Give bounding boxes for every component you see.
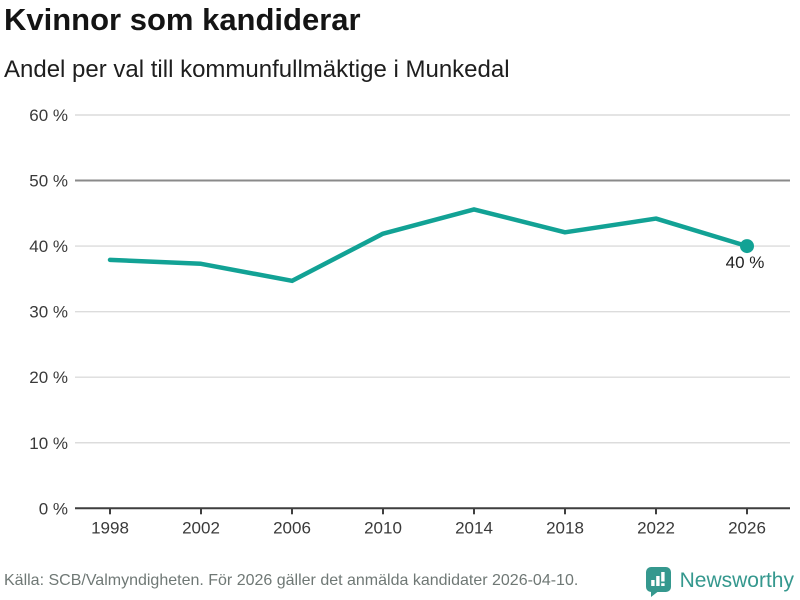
y-tick-label: 20 % [29,368,68,387]
y-tick-label: 50 % [29,172,68,191]
x-tick-label: 2022 [637,518,675,537]
y-tick-label: 10 % [29,434,68,453]
y-tick-label: 40 % [29,237,68,256]
newsworthy-speech-bubble-icon [645,566,671,597]
x-tick-label: 2026 [728,518,766,537]
y-tick-label: 0 % [39,499,68,518]
end-point-label: 40 % [726,253,765,272]
x-tick-label: 2010 [364,518,402,537]
y-tick-label: 60 % [29,106,68,125]
x-tick-label: 2002 [182,518,220,537]
chart-subtitle: Andel per val till kommunfullmäktige i M… [4,56,510,83]
source-note: Källa: SCB/Valmyndigheten. För 2026 gäll… [4,572,579,589]
x-tick-label: 2018 [546,518,584,537]
brand-name: Newsworthy [679,569,794,592]
chart-title: Kvinnor som kandiderar [4,2,361,37]
end-point-marker [740,239,754,254]
y-tick-label: 30 % [29,303,68,322]
x-tick-label: 1998 [91,518,129,537]
newsworthy-logo: Newsworthy [644,566,794,597]
footer: Källa: SCB/Valmyndigheten. För 2026 gäll… [4,564,794,598]
x-tick-label: 2006 [273,518,311,537]
x-tick-label: 2014 [455,518,493,537]
data-line [107,207,750,284]
line-chart: 0 % 10 % 20 % 30 % 40 % 50 % 60 % 1998 2002 2006 2… [29,106,790,537]
